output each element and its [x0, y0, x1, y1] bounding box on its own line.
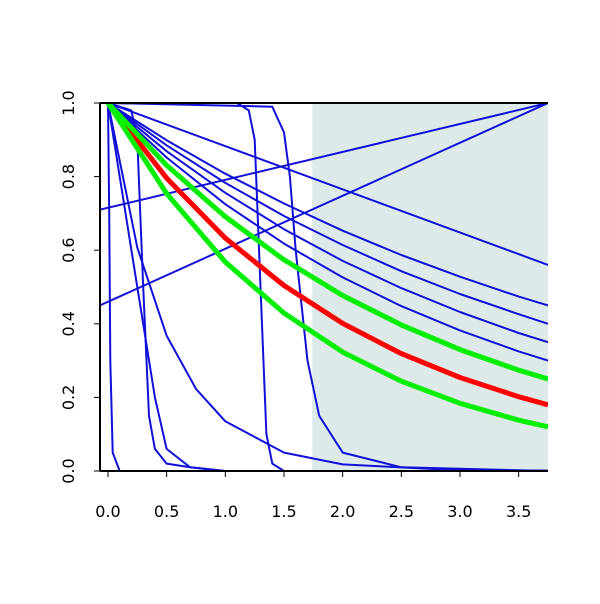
curve	[105, 103, 548, 430]
curve	[107, 103, 548, 471]
y-tick-label: 0.6	[59, 237, 78, 262]
x-tick-label: 3.0	[447, 502, 472, 521]
axes: 0.0 0.5 1.0 1.5 2.0 2.5 3.0 3.5 0.0 0.2 0.4 0.6 0.8 1…	[59, 90, 548, 521]
x-tick-label: 3.5	[506, 502, 531, 521]
y-tick-label: 0.8	[59, 164, 78, 189]
y-tick-label: 1.0	[59, 90, 78, 115]
x-tick-label: 0.0	[95, 502, 120, 521]
shaded-region	[312, 103, 548, 471]
x-tick-label: 1.5	[271, 502, 296, 521]
curve	[107, 103, 548, 362]
x-tick-label: 1.0	[213, 502, 238, 521]
curve	[107, 103, 548, 471]
curve	[100, 103, 548, 211]
curve	[107, 103, 548, 471]
x-tick-label: 0.5	[154, 502, 179, 521]
curve	[100, 103, 548, 307]
y-tick-label: 0.0	[59, 458, 78, 483]
curve	[107, 103, 548, 325]
curve	[106, 103, 548, 408]
curve	[107, 103, 548, 266]
x-tick-label: 2.0	[330, 502, 355, 521]
y-tick-label: 0.4	[59, 311, 78, 336]
curve	[107, 103, 548, 471]
plot-area	[100, 103, 548, 471]
curve	[107, 103, 548, 307]
x-tick-label: 2.5	[389, 502, 414, 521]
y-tick-label: 0.2	[59, 385, 78, 410]
curve	[106, 103, 548, 382]
curve	[107, 103, 548, 344]
